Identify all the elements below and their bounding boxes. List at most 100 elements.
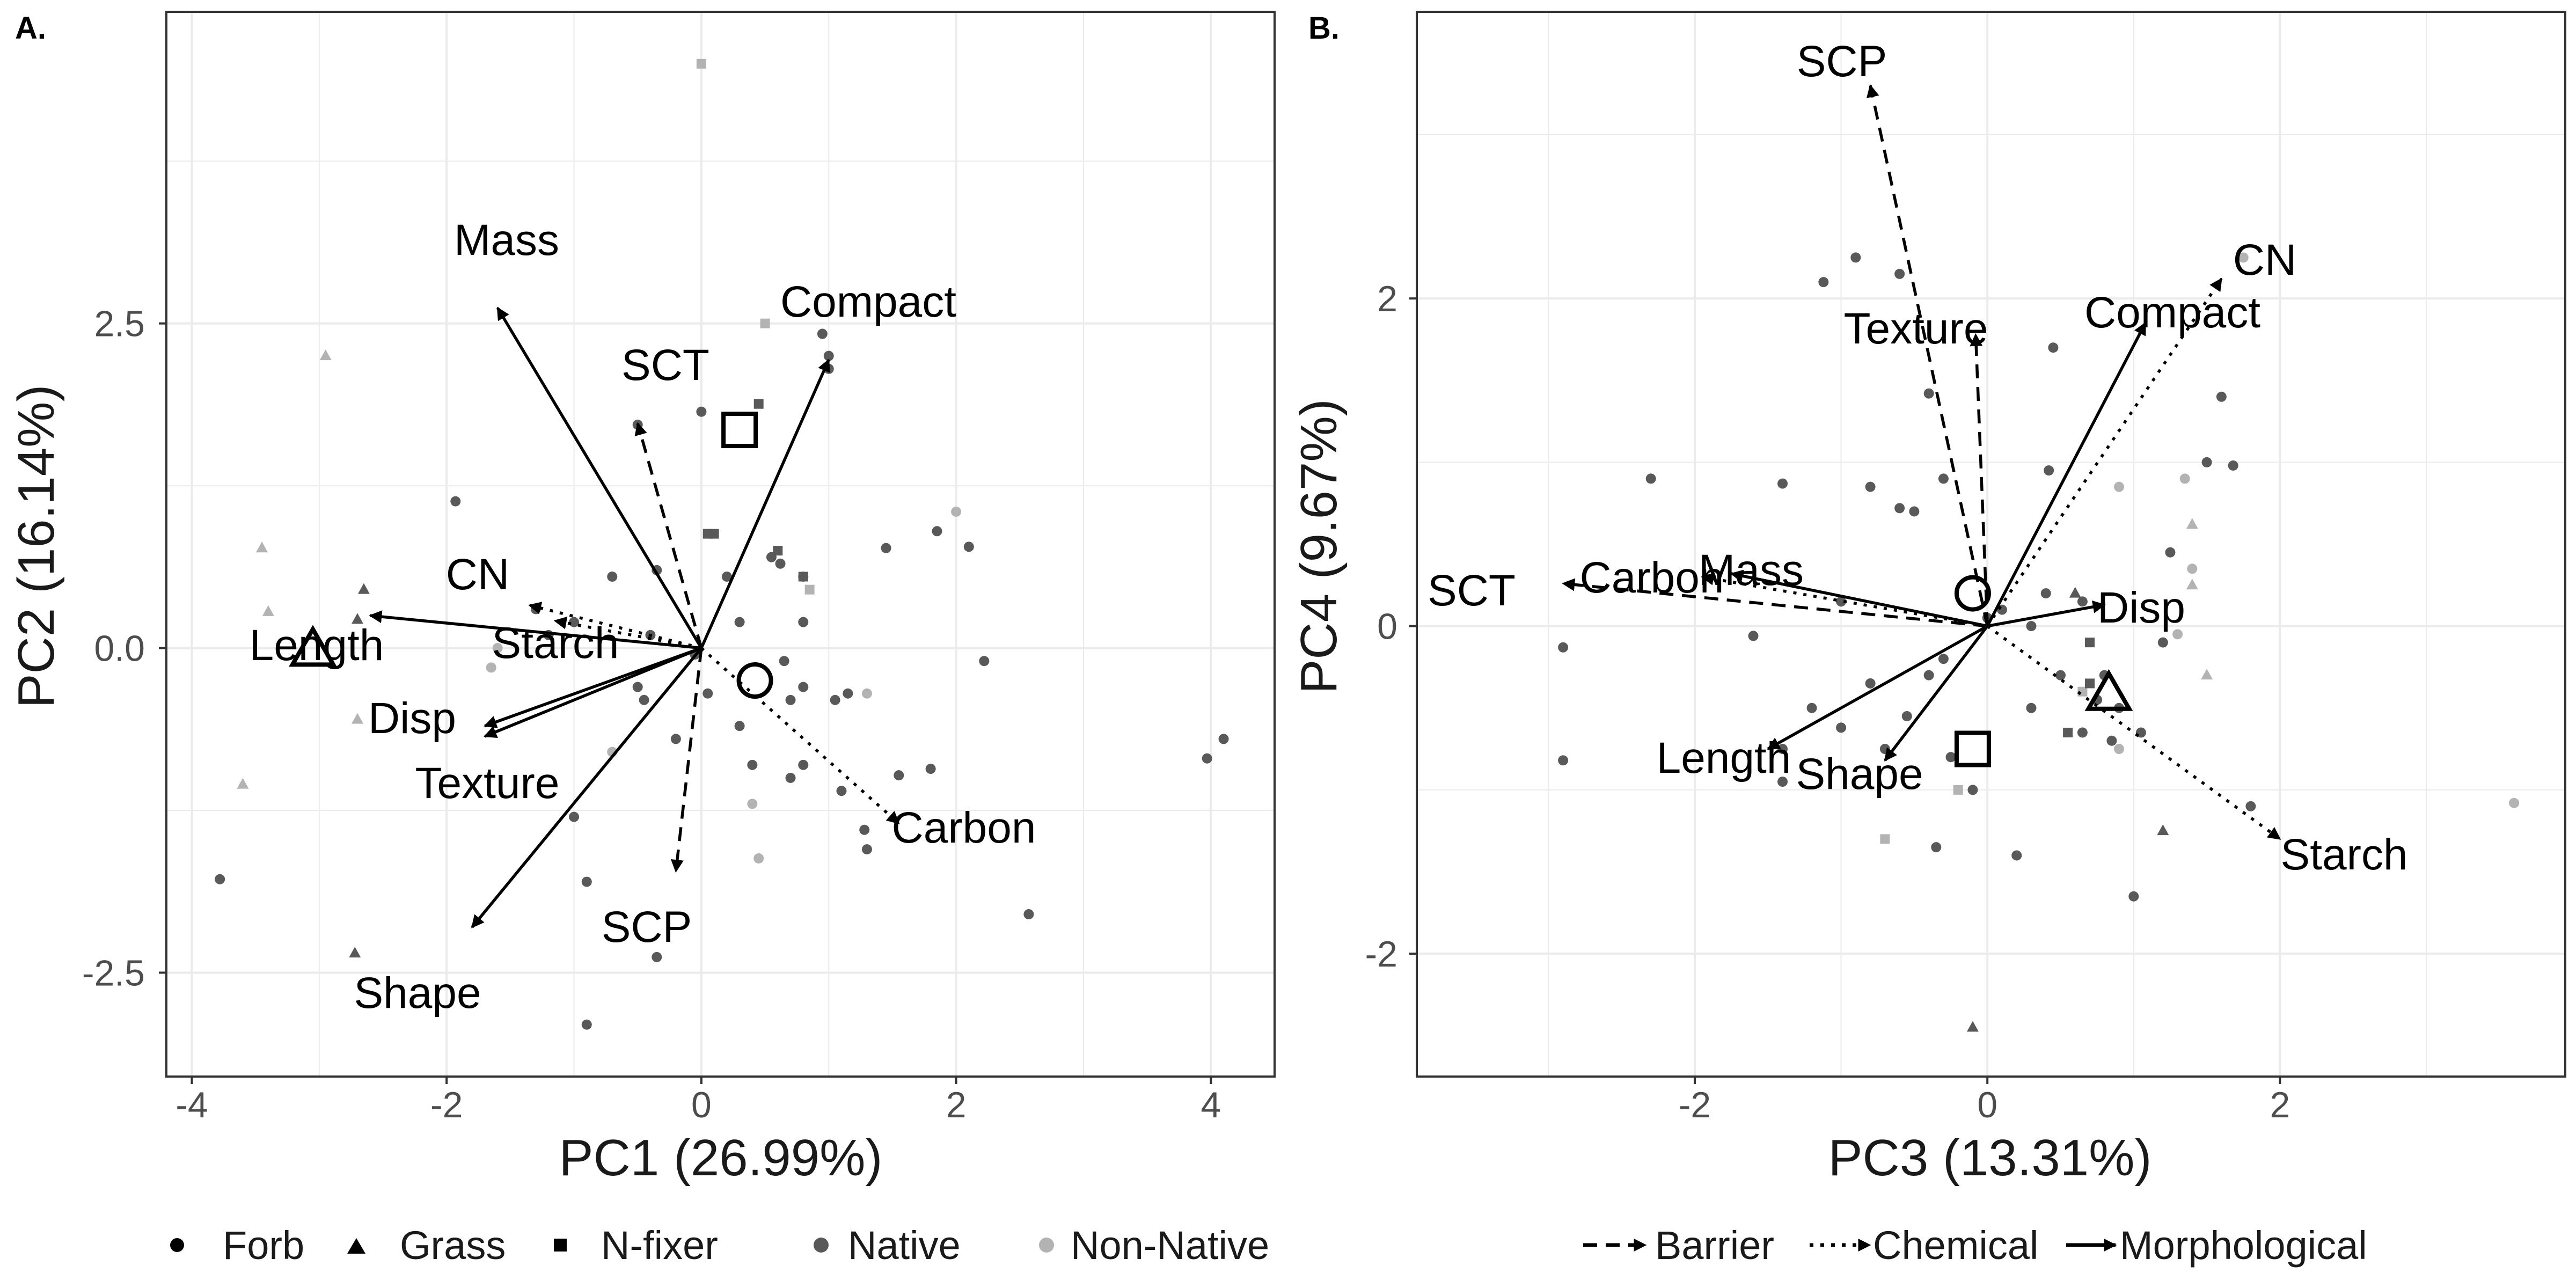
point-forb <box>785 773 796 784</box>
data-points <box>1558 252 2520 1032</box>
point-nfixer <box>1953 785 1963 795</box>
centroid-nfixer <box>721 412 758 449</box>
loading-arrow-texture <box>1970 333 1989 626</box>
point-forb <box>2114 481 2125 492</box>
point-forb <box>702 688 713 699</box>
point-forb <box>830 694 840 705</box>
loading-arrow-disp <box>484 646 702 728</box>
point-forb <box>861 844 872 855</box>
loading-label-mass: Mass <box>1699 546 1804 595</box>
point-forb <box>753 853 764 864</box>
legend-grass-symbol <box>347 1238 365 1254</box>
group-centroids <box>289 412 773 699</box>
legend-trait-type: Barrier Chemical Morphological <box>1583 1223 2367 1268</box>
loading-label-disp: Disp <box>2097 583 2185 632</box>
loading-label-starch: Starch <box>492 619 619 668</box>
point-forb <box>932 526 942 537</box>
x-tick-label: -2 <box>430 1085 463 1125</box>
plot-frame <box>1416 11 2566 1078</box>
legend-nfixer-label: N-fixer <box>601 1223 718 1268</box>
loading-label-cn: CN <box>446 550 509 599</box>
centroid-forb <box>736 662 773 699</box>
point-forb <box>1836 596 1847 607</box>
point-nfixer <box>696 58 706 69</box>
point-forb <box>2187 564 2198 574</box>
point-forb <box>696 406 707 417</box>
point-forb <box>843 688 853 699</box>
point-grass <box>2186 579 2198 590</box>
loading-arrow-compact <box>700 358 830 649</box>
loading-label-carbon: Carbon <box>892 803 1036 852</box>
point-forb <box>215 874 225 884</box>
point-nfixer <box>798 572 808 582</box>
loading-arrow-length <box>369 610 702 650</box>
point-forb <box>450 496 461 507</box>
legend-group-and-origin: Forb Grass N-fixer Native Non-Native <box>170 1223 1269 1268</box>
point-nfixer <box>709 529 719 539</box>
axis-ticks: -4 -2 0 2 4 -2.5 0.0 2.5 <box>82 304 1221 1125</box>
point-forb <box>1967 785 1978 795</box>
point-forb <box>747 799 758 809</box>
point-forb <box>734 617 745 627</box>
point-grass <box>262 605 274 616</box>
data-points <box>215 58 1229 1030</box>
loading-label-length: Length <box>250 621 384 670</box>
point-grass <box>256 541 268 553</box>
point-forb <box>1777 777 1788 787</box>
x-tick-label: -2 <box>1679 1085 1711 1125</box>
loading-arrow-texture <box>484 647 702 738</box>
point-forb <box>951 507 962 517</box>
point-forb <box>798 759 809 770</box>
point-forb <box>2055 670 2066 680</box>
loading-arrow-carbon <box>1701 572 1988 628</box>
point-forb <box>785 694 796 705</box>
point-forb <box>2048 342 2059 353</box>
point-nfixer <box>773 546 783 556</box>
group-centroids <box>1954 575 2133 767</box>
point-forb <box>632 682 643 692</box>
loading-arrow-mass <box>1730 569 1988 628</box>
point-forb <box>569 811 580 822</box>
point-forb <box>861 688 872 699</box>
point-forb <box>2114 744 2125 755</box>
point-forb <box>1818 277 1829 288</box>
loading-arrow-length <box>1767 625 1988 750</box>
x-tick-label: 0 <box>1977 1085 1997 1125</box>
loading-label-length: Length <box>1657 734 1791 782</box>
point-forb <box>2165 547 2176 558</box>
loading-label-shape: Shape <box>354 969 481 1018</box>
panel-b-y-axis-title: PC4 (9.67%) <box>1290 399 1348 694</box>
point-forb <box>581 876 592 887</box>
point-grass <box>2157 824 2169 836</box>
axis-ticks: -2 0 2 -2 0 2 <box>1365 279 2290 1125</box>
point-forb <box>747 759 758 770</box>
loading-label-texture: Texture <box>415 759 560 808</box>
loading-label-cn: CN <box>2233 236 2296 284</box>
loading-arrow-starch <box>553 616 702 650</box>
point-forb <box>2201 457 2212 467</box>
legend-nfixer-symbol <box>554 1239 567 1252</box>
point-forb <box>2044 465 2054 476</box>
point-forb <box>1645 473 1656 484</box>
y-tick-label: -2.5 <box>82 953 145 993</box>
loading-label-sct: SCT <box>621 341 709 390</box>
panel-b-letter: B. <box>1308 11 1340 46</box>
point-forb <box>2106 735 2117 746</box>
point-forb <box>607 571 618 582</box>
point-forb <box>1909 506 1920 517</box>
point-nfixer <box>760 318 770 328</box>
point-forb <box>1865 481 1876 492</box>
point-forb <box>2228 460 2238 471</box>
point-nfixer <box>753 399 764 409</box>
loading-arrow-shape <box>471 647 703 928</box>
point-forb <box>779 656 789 667</box>
point-forb <box>486 662 496 673</box>
loading-arrow-carbon <box>700 647 900 825</box>
loading-label-scp: SCP <box>602 903 692 952</box>
loading-label-compact: Compact <box>2084 288 2260 337</box>
point-forb <box>639 694 649 705</box>
point-forb <box>2172 629 2183 640</box>
